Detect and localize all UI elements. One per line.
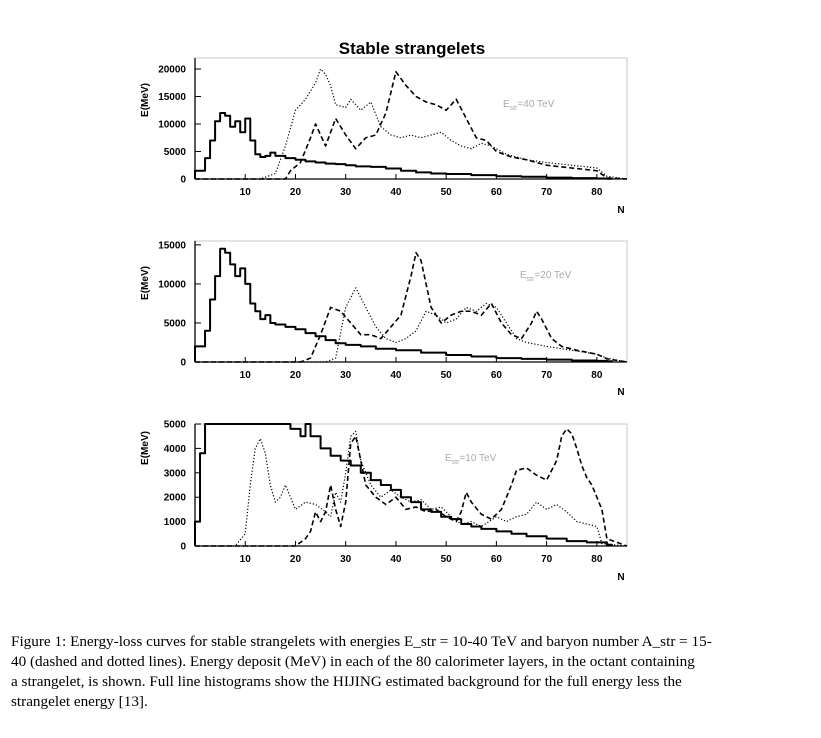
- y-tick-label: 10000: [158, 279, 186, 290]
- x-tick-label: 50: [441, 554, 453, 565]
- y-tick-label: 15000: [158, 240, 186, 251]
- x-tick-label: 40: [390, 187, 402, 198]
- x-tick-label: 30: [340, 554, 352, 565]
- energy-annotation: Estr=40 TeV: [503, 99, 555, 112]
- x-tick-label: 20: [290, 187, 302, 198]
- x-tick-label: 50: [441, 187, 453, 198]
- y-tick-label: 0: [180, 358, 186, 369]
- y-tick-label: 0: [180, 175, 186, 186]
- x-tick-label: 70: [541, 554, 553, 565]
- y-axis-label: E(MeV): [140, 83, 151, 117]
- x-tick-label: 10: [240, 370, 252, 381]
- y-tick-label: 4000: [164, 444, 187, 455]
- x-tick-label: 10: [240, 554, 252, 565]
- x-tick-label: 40: [390, 554, 402, 565]
- series-line-dashed: [195, 428, 628, 547]
- series-line-dashed: [195, 251, 628, 363]
- x-tick-label: 10: [240, 187, 252, 198]
- x-tick-label: 40: [390, 370, 402, 381]
- y-tick-label: 5000: [164, 147, 187, 158]
- series-line-dotted: [195, 430, 628, 547]
- caption-line-1: Figure 1: Energy-loss curves for stable …: [11, 633, 712, 650]
- series-line-solid: [194, 423, 613, 546]
- x-tick-label: 20: [290, 370, 302, 381]
- y-tick-label: 1000: [164, 517, 187, 528]
- y-tick-label: 15000: [158, 92, 186, 103]
- chart-panel-40tev: E(MeV) N Estr=40 TeV 0 5000 10000 15000 2000…: [140, 57, 628, 216]
- plot-frame: [194, 57, 628, 180]
- x-tick-label: 60: [491, 370, 503, 381]
- series-line-solid: [194, 247, 613, 363]
- x-tick-label: 70: [541, 187, 553, 198]
- chart-panel-10tev: E(MeV) N Estr=10 TeV 0 1000 2000 3000 4000 50…: [140, 420, 628, 583]
- energy-annotation: Estr=10 TeV: [445, 453, 497, 466]
- x-tick-label: 80: [591, 187, 603, 198]
- caption-line-4: strangelet energy [13].: [11, 693, 148, 710]
- x-tick-label: 30: [340, 370, 352, 381]
- y-axis-label: E(MeV): [140, 431, 151, 465]
- y-tick-label: 3000: [164, 468, 187, 479]
- x-axis-label: N: [617, 387, 624, 398]
- x-tick-label: 20: [290, 554, 302, 565]
- x-tick-label: 50: [441, 370, 453, 381]
- y-tick-label: 5000: [164, 420, 187, 431]
- series-line-dashed: [195, 70, 628, 180]
- x-tick-label: 80: [591, 370, 603, 381]
- x-axis-label: N: [617, 572, 624, 583]
- caption-line-2: 40 (dashed and dotted lines). Energy dep…: [11, 653, 695, 670]
- x-tick-label: 30: [340, 187, 352, 198]
- series-line-dotted: [195, 68, 628, 180]
- plot-frame: [194, 423, 628, 547]
- figure-caption: Figure 1: Energy-loss curves for stable …: [11, 632, 811, 712]
- series-line-solid: [194, 112, 613, 180]
- y-tick-label: 5000: [164, 318, 187, 329]
- figure-title: Stable strangelets: [339, 39, 485, 58]
- caption-line-3: a strangelet, is shown. Full line histog…: [11, 673, 682, 690]
- x-tick-label: 70: [541, 370, 553, 381]
- plot-frame: [194, 240, 628, 363]
- y-tick-label: 10000: [158, 120, 186, 131]
- y-tick-label: 2000: [164, 493, 187, 504]
- y-axis-label: E(MeV): [140, 266, 151, 300]
- caption-label: Figure 1:: [11, 633, 67, 650]
- energy-annotation: Estr=20 TeV: [520, 270, 572, 283]
- x-tick-label: 60: [491, 187, 503, 198]
- x-tick-label: 80: [591, 554, 603, 565]
- y-tick-label: 20000: [158, 65, 186, 76]
- x-tick-label: 60: [491, 554, 503, 565]
- x-axis-label: N: [617, 205, 624, 216]
- y-tick-label: 0: [180, 542, 186, 553]
- chart-panel-20tev: E(MeV) N Estr=20 TeV 0 5000 10000 15000 10 20…: [140, 240, 628, 398]
